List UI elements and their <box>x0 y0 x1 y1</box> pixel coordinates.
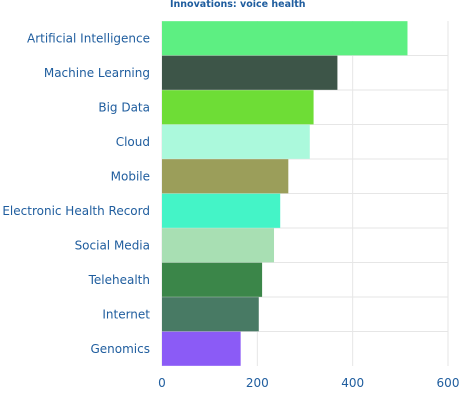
bar <box>162 124 310 159</box>
category-label: Mobile <box>111 169 150 183</box>
category-label: Artificial Intelligence <box>27 31 150 45</box>
category-labels: Artificial Intelligence Machine Learning B… <box>2 31 150 356</box>
bar <box>162 193 281 228</box>
category-label: Telehealth <box>88 273 150 287</box>
bar <box>162 21 408 56</box>
bar <box>162 159 289 194</box>
tick-label: 600 <box>437 376 460 390</box>
tick-label: 400 <box>341 376 364 390</box>
bar <box>162 331 241 366</box>
category-label: Social Media <box>75 238 150 252</box>
bar <box>162 228 275 263</box>
tick-label: 200 <box>246 376 269 390</box>
x-tick-labels: 0 200 400 600 <box>158 376 459 390</box>
bar <box>162 297 259 332</box>
bar <box>162 55 338 90</box>
bars <box>162 21 408 366</box>
gridlines <box>161 21 449 366</box>
category-label: Big Data <box>98 100 150 114</box>
chart-title: Innovations: voice health <box>170 0 306 10</box>
category-label: Machine Learning <box>44 66 150 80</box>
bar <box>162 90 314 125</box>
tick-label: 0 <box>158 376 166 390</box>
category-label: Electronic Health Record <box>2 204 150 218</box>
category-label: Genomics <box>90 342 150 356</box>
category-label: Cloud <box>116 135 150 149</box>
bar <box>162 262 263 297</box>
category-label: Internet <box>102 307 150 321</box>
